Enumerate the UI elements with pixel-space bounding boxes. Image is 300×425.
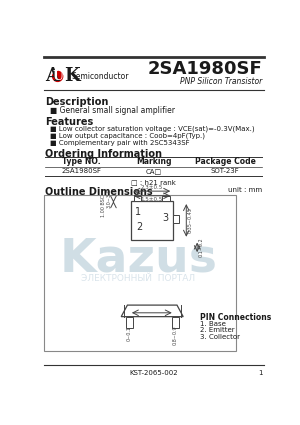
Text: 0.35~0.45: 0.35~0.45 [188, 207, 193, 233]
Text: Marking: Marking [136, 157, 172, 166]
Bar [134, 196, 141, 201]
Text: 2SA1980SF: 2SA1980SF [62, 168, 102, 174]
Text: K: K [64, 68, 80, 85]
Text: 2: 2 [137, 222, 143, 232]
Text: Type NO.: Type NO. [62, 157, 101, 166]
Text: SOT-23F: SOT-23F [211, 168, 239, 174]
Text: PNP Silicon Transistor: PNP Silicon Transistor [180, 77, 262, 86]
Text: Features: Features [45, 117, 94, 127]
Text: Ordering Information: Ordering Information [45, 149, 162, 159]
Text: 0~0.1: 0~0.1 [127, 326, 131, 341]
Text: 2. Emitter: 2. Emitter [200, 327, 235, 334]
Text: □ : h21 rank: □ : h21 rank [131, 179, 176, 185]
Text: ■ General small signal amplifier: ■ General small signal amplifier [50, 106, 175, 115]
Bar [173, 215, 178, 223]
Text: Package Code: Package Code [195, 157, 256, 166]
Text: ЭЛЕКТРОННЫЙ  ПОРТАЛ: ЭЛЕКТРОННЫЙ ПОРТАЛ [81, 274, 195, 283]
Text: 1.00 BSC: 1.00 BSC [101, 195, 106, 217]
Text: 3. Collector: 3. Collector [200, 334, 240, 340]
Text: Outline Dimensions: Outline Dimensions [45, 187, 153, 197]
Bar [172, 317, 178, 328]
Text: 2.3±0.5: 2.3±0.5 [141, 184, 163, 190]
Text: A: A [45, 68, 59, 85]
Text: 0.8~0.9: 0.8~0.9 [172, 326, 177, 346]
Text: 1.5±0.5: 1.5±0.5 [141, 196, 163, 201]
Text: 3: 3 [162, 213, 168, 224]
Text: ■ Low output capacitance : Coob=4pF(Typ.): ■ Low output capacitance : Coob=4pF(Typ.… [50, 133, 205, 139]
Text: PIN Connections: PIN Connections [200, 313, 272, 322]
Text: Description: Description [45, 97, 109, 107]
Text: 1: 1 [135, 207, 141, 217]
Text: 3.0~3.0: 3.0~3.0 [107, 188, 112, 208]
Text: unit : mm: unit : mm [228, 187, 262, 193]
Text: 1: 1 [258, 370, 262, 376]
Text: ■ Low collector saturation voltage : VCE(sat)=-0.3V(Max.): ■ Low collector saturation voltage : VCE… [50, 126, 254, 132]
Polygon shape [121, 305, 183, 317]
Bar [162, 196, 170, 201]
Bar [126, 317, 133, 328]
Text: Semiconductor: Semiconductor [72, 72, 129, 81]
Text: ■ Complementary pair with 2SC5343SF: ■ Complementary pair with 2SC5343SF [50, 139, 190, 145]
Text: 0.1~0.2: 0.1~0.2 [199, 238, 204, 257]
Text: U: U [52, 70, 63, 83]
Text: KST-2065-002: KST-2065-002 [129, 370, 178, 376]
Ellipse shape [52, 71, 63, 82]
Bar [130, 201, 173, 240]
Text: CA□: CA□ [146, 168, 162, 174]
Text: 1. Base: 1. Base [200, 320, 226, 326]
Bar [44, 195, 236, 351]
Text: 2SA1980SF: 2SA1980SF [148, 60, 262, 79]
Text: Kazus: Kazus [59, 236, 217, 281]
